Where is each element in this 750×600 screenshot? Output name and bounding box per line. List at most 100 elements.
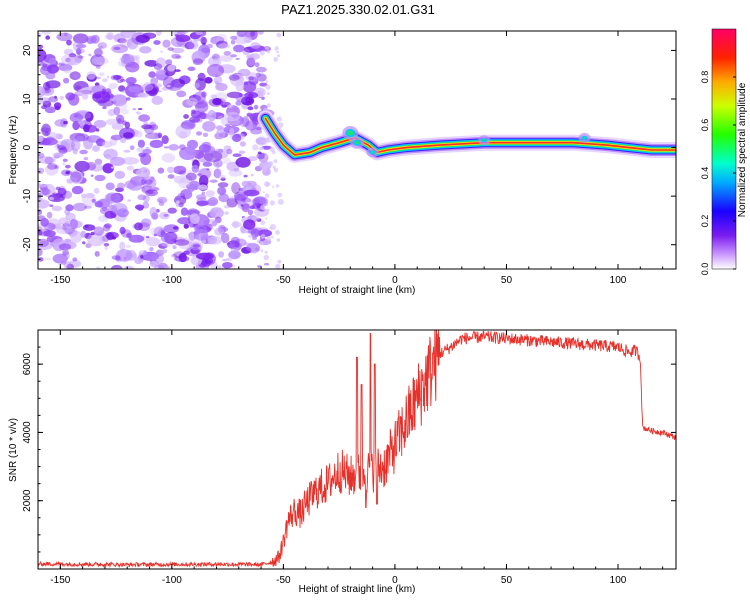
noise-speck xyxy=(63,120,68,125)
spectrogram-frame xyxy=(37,30,677,270)
noise-speck xyxy=(194,229,209,241)
noise-speck xyxy=(134,130,143,138)
noise-speck xyxy=(193,82,200,89)
ridge-blob xyxy=(346,130,354,136)
noise-speck xyxy=(69,112,84,123)
noise-speck xyxy=(217,148,224,154)
noise-speck xyxy=(264,45,270,50)
noise-speck xyxy=(247,229,256,234)
noise-speck xyxy=(168,144,180,151)
noise-speck xyxy=(142,148,152,155)
noise-speck xyxy=(151,95,164,105)
noise-speck xyxy=(93,226,105,236)
noise-speck xyxy=(178,144,186,151)
noise-speck xyxy=(48,196,55,201)
noise-speck xyxy=(192,244,200,248)
noise-speck xyxy=(82,224,96,231)
noise-speck xyxy=(69,218,79,230)
noise-speck xyxy=(227,240,240,250)
noise-speck xyxy=(161,242,169,247)
noise-speck xyxy=(277,259,282,264)
noise-speck xyxy=(121,157,139,165)
noise-speck xyxy=(201,47,211,54)
noise-speck xyxy=(90,163,104,172)
noise-speck xyxy=(63,77,70,84)
noise-speck xyxy=(162,249,168,254)
noise-speck xyxy=(218,251,225,258)
noise-speck xyxy=(269,226,272,230)
spectrogram-y-label: Frequency (Hz) xyxy=(8,116,19,185)
noise-speck xyxy=(52,192,59,196)
noise-speck xyxy=(226,197,238,208)
x-tick-label: -100 xyxy=(162,275,182,286)
noise-speck xyxy=(227,257,233,261)
noise-speck xyxy=(38,156,56,164)
spectrogram-plot-area xyxy=(38,31,676,269)
noise-speck xyxy=(241,203,250,213)
noise-speck xyxy=(58,243,72,251)
noise-speck xyxy=(90,231,95,236)
noise-speck xyxy=(138,250,147,256)
noise-speck xyxy=(38,135,44,143)
noise-speck xyxy=(209,207,224,219)
noise-speck xyxy=(232,220,240,229)
noise-speck xyxy=(149,124,159,131)
noise-speck xyxy=(74,54,83,63)
noise-speck xyxy=(110,166,115,169)
noise-speck xyxy=(195,101,209,113)
noise-speck xyxy=(214,168,222,179)
noise-speck xyxy=(201,91,207,98)
noise-speck xyxy=(241,116,250,127)
noise-speck xyxy=(94,201,104,208)
noise-speck xyxy=(126,97,131,101)
noise-speck xyxy=(263,170,266,173)
noise-speck xyxy=(91,56,109,66)
x-tick-label: -50 xyxy=(276,575,291,586)
noise-speck xyxy=(176,90,187,98)
x-tick-label: 50 xyxy=(501,275,513,286)
noise-speck xyxy=(56,144,60,148)
noise-speck xyxy=(45,35,50,40)
x-tick-label: 50 xyxy=(501,575,513,586)
colorbar-tick-label: 0.8 xyxy=(700,71,710,84)
noise-speck xyxy=(91,54,105,62)
noise-speck xyxy=(78,88,91,96)
noise-speck xyxy=(61,54,79,66)
noise-speck xyxy=(218,193,229,203)
noise-speck xyxy=(104,223,112,229)
noise-speck xyxy=(79,149,88,155)
noise-speck xyxy=(77,55,84,59)
noise-speck xyxy=(52,223,69,230)
noise-speck xyxy=(250,128,262,135)
noise-speck xyxy=(118,85,126,92)
noise-speck xyxy=(265,203,269,207)
noise-speck xyxy=(246,57,256,68)
noise-speck xyxy=(62,226,67,230)
noise-speck xyxy=(213,75,223,86)
x-tick-label: 0 xyxy=(392,275,398,286)
noise-speck xyxy=(267,161,273,167)
noise-speck xyxy=(135,54,140,60)
noise-speck xyxy=(235,57,240,60)
noise-speck xyxy=(47,163,58,170)
noise-speck xyxy=(239,141,246,147)
noise-speck xyxy=(127,199,131,202)
noise-speck xyxy=(125,244,131,248)
noise-speck xyxy=(44,106,56,114)
noise-speck xyxy=(265,84,271,90)
noise-speck xyxy=(167,47,174,51)
noise-speck xyxy=(254,207,269,217)
noise-speck xyxy=(81,193,87,199)
noise-speck xyxy=(224,211,229,216)
noise-speck xyxy=(217,186,227,196)
spectrogram-y-ticks: -20 -10 0 10 20 xyxy=(22,35,676,270)
noise-speck xyxy=(82,193,96,207)
noise-speck xyxy=(149,139,164,149)
noise-speck xyxy=(163,146,169,149)
noise-speck xyxy=(115,114,125,125)
noise-speck xyxy=(149,227,162,236)
noise-speck xyxy=(233,44,245,53)
noise-speck xyxy=(86,35,97,44)
noise-speck xyxy=(187,66,196,72)
